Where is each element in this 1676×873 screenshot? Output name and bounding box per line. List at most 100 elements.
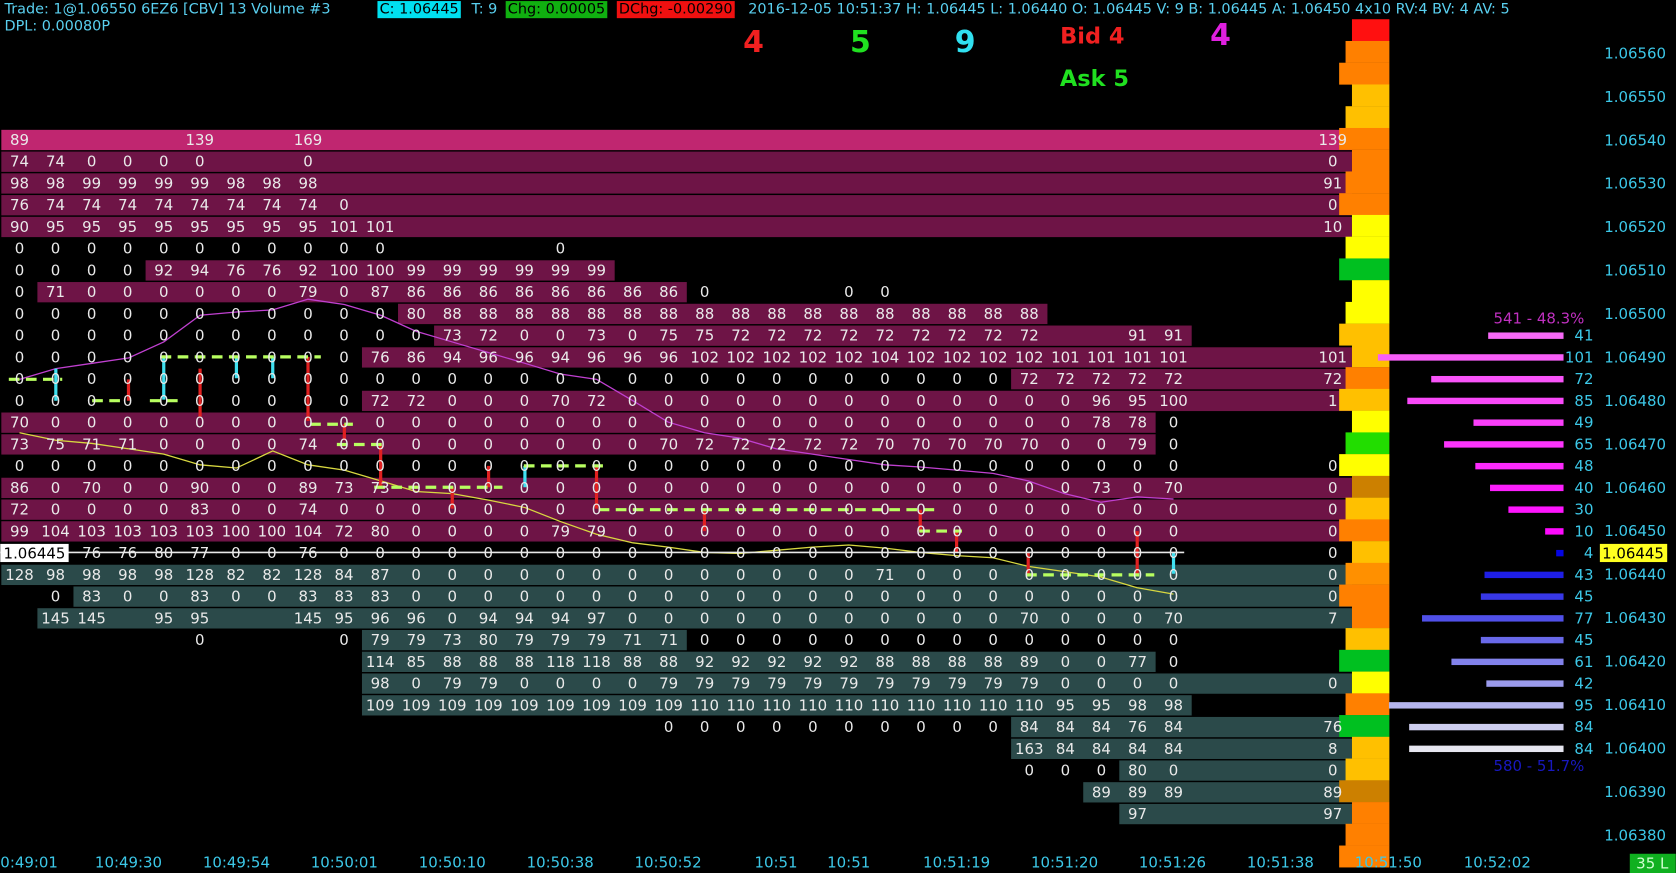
cell: 0 [1133, 609, 1143, 627]
cell: 88 [984, 653, 1003, 671]
cell: 0 [808, 588, 818, 606]
cell: 98 [154, 566, 173, 584]
cell: 0 [844, 718, 854, 736]
profile-bar [1486, 680, 1564, 687]
cell: 109 [654, 696, 683, 714]
cell: 0 [700, 283, 710, 301]
cell: 110 [690, 696, 719, 714]
cell: 0 [808, 544, 818, 562]
cell: 0 [880, 522, 890, 540]
cell: 0 [159, 479, 169, 497]
cell: 0 [952, 631, 962, 649]
cell: 0 [520, 435, 530, 453]
cell: 74 [46, 153, 65, 171]
cell: 0 [411, 327, 421, 345]
cell: 0 [123, 501, 133, 519]
cell: 0 [159, 327, 169, 345]
cell: 0 [1061, 501, 1071, 519]
cell: 72 [1164, 370, 1183, 388]
cell: 0 [51, 261, 61, 279]
cell-band [1, 434, 1156, 455]
cell: 0 [664, 370, 674, 388]
heat-cell [1351, 802, 1390, 824]
cell: 80 [479, 631, 498, 649]
cell: 0 [87, 370, 97, 388]
size: 4 [1210, 18, 1231, 53]
cell: 0 [87, 392, 97, 410]
cell-band [1, 477, 1352, 499]
cell-band [1, 173, 1352, 194]
cell: 0 [267, 544, 277, 562]
price-label: 1.06450 [1604, 522, 1666, 540]
cell: 74 [226, 196, 245, 214]
cell: 79 [876, 675, 895, 693]
cell: 79 [695, 675, 714, 693]
cell: 0 [592, 457, 602, 475]
cell: 0 [916, 501, 926, 519]
cell: 88 [659, 305, 678, 323]
cell: 0 [808, 479, 818, 497]
cell-band [361, 673, 1352, 694]
cell: 79 [948, 675, 967, 693]
cell: 0 [592, 501, 602, 519]
profile-bar [1444, 441, 1564, 448]
cell-band [1, 564, 1352, 586]
cell: 0 [844, 414, 854, 432]
cell: 0 [628, 522, 638, 540]
cell: 98 [298, 174, 317, 192]
cell: 0 [411, 544, 421, 562]
cell: 0 [231, 414, 241, 432]
cell: 0 [952, 588, 962, 606]
cell: 0 [231, 435, 241, 453]
edge-cell: 97 [1323, 805, 1342, 823]
cell: 0 [736, 609, 746, 627]
cell: 0 [628, 327, 638, 345]
cell: 95 [190, 609, 209, 627]
cell: 72 [695, 435, 714, 453]
cell: 0 [339, 196, 349, 214]
cell: 92 [767, 653, 786, 671]
cell: 76 [1128, 718, 1147, 736]
cell: 72 [912, 327, 931, 345]
cell: 0 [520, 327, 530, 345]
heat-cell [1339, 454, 1390, 477]
cell: 128 [5, 566, 34, 584]
cell: 0 [520, 457, 530, 475]
cell: 0 [339, 283, 349, 301]
cell: 0 [736, 370, 746, 388]
cell: 0 [592, 414, 602, 432]
cell: 96 [1092, 392, 1111, 410]
price-label: 1.06380 [1604, 826, 1666, 844]
cell: 0 [303, 414, 313, 432]
cell: 73 [443, 327, 462, 345]
cell: 86 [587, 283, 606, 301]
cell: 0 [916, 588, 926, 606]
cell: 0 [880, 501, 890, 519]
cell: 0 [520, 414, 530, 432]
cell: 95 [82, 218, 101, 236]
cell: 0 [664, 609, 674, 627]
cell: 79 [371, 631, 390, 649]
cell: 0 [952, 392, 962, 410]
cell: 83 [82, 588, 101, 606]
cell: 0 [664, 392, 674, 410]
heat-cell [1345, 823, 1390, 846]
cell: 0 [231, 370, 241, 388]
cell: 102 [727, 348, 756, 366]
cell: 70 [912, 435, 931, 453]
profile-label: 40 [1574, 479, 1593, 497]
cell: 79 [587, 631, 606, 649]
cell: 0 [1097, 588, 1107, 606]
cell: 0 [772, 414, 782, 432]
cell: 79 [659, 675, 678, 693]
cell: 0 [844, 479, 854, 497]
cell: 0 [664, 479, 674, 497]
volume-profile: 41 101 72 85 49 65 48 40 30 10 4 43 45 77 45 61 42 95 84 84 [1377, 327, 1593, 758]
cell: 0 [267, 392, 277, 410]
cell: 0 [844, 457, 854, 475]
cell: 88 [839, 305, 858, 323]
edge-cell: 1 [1328, 392, 1338, 410]
cell: 0 [231, 348, 241, 366]
profile-bar [1490, 484, 1564, 492]
cell: 0 [628, 675, 638, 693]
